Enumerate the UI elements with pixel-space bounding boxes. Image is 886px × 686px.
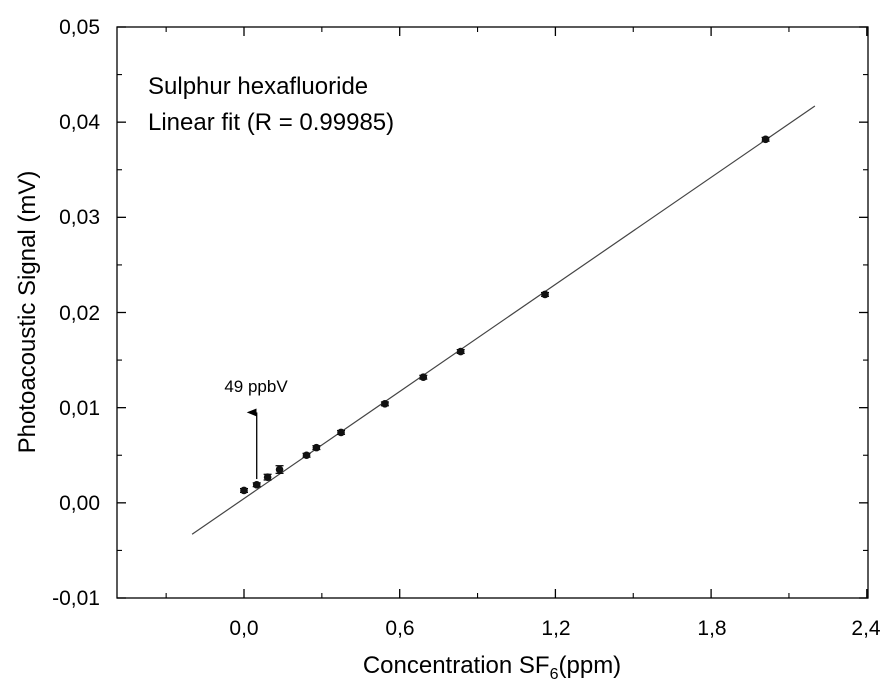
data-point (302, 451, 311, 460)
x-axis-title-subscript: 6 (550, 666, 559, 683)
data-point (337, 428, 345, 437)
y-tick-label: 0,05 (59, 16, 100, 39)
data-point (761, 135, 770, 144)
data-point (263, 473, 272, 481)
y-tick-label: 0,04 (59, 111, 100, 134)
x-tick-label: 0,0 (229, 617, 258, 640)
y-tick-label: 0,02 (59, 302, 100, 325)
y-axis-title: Photoacoustic Signal (mV) (14, 171, 41, 454)
annotation-fit: Linear fit (R = 0.99985) (148, 109, 394, 136)
data-point (419, 373, 428, 382)
x-tick-label: 1,8 (697, 617, 726, 640)
data-point (381, 400, 389, 408)
data-point (456, 347, 465, 356)
y-tick-label: 0,03 (59, 206, 100, 229)
data-marks (191, 105, 816, 535)
annotation-substance: Sulphur hexafluoride (148, 73, 368, 100)
y-tick-label: -0,01 (52, 587, 100, 610)
annotation-detection-limit: 49 ppbV (224, 377, 288, 396)
linear-fit-line (191, 105, 816, 535)
data-point (312, 443, 321, 452)
y-tick-label: 0,00 (59, 492, 100, 515)
tick-marks (117, 26, 868, 599)
x-tick-label: 2,4 (851, 617, 881, 640)
data-point (275, 465, 284, 474)
x-tick-label: 0,6 (385, 617, 414, 640)
data-point (541, 290, 549, 299)
x-axis-title-main: Concentration SF (363, 652, 550, 679)
y-tick-label: 0,01 (59, 397, 100, 420)
data-point (240, 486, 248, 495)
data-point (252, 480, 261, 489)
x-tick-label: 1,2 (541, 617, 570, 640)
x-axis-title-unit: (ppm) (559, 652, 622, 679)
x-axis-title: Concentration SF6(ppm) (363, 652, 621, 683)
